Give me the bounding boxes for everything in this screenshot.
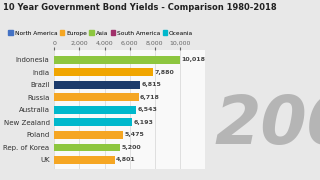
Text: 5,475: 5,475: [124, 132, 144, 137]
Text: 7,880: 7,880: [155, 70, 174, 75]
Text: 6,543: 6,543: [138, 107, 158, 112]
Text: 10 Year Government Bond Yields - Comparison 1980-2018: 10 Year Government Bond Yields - Compari…: [3, 3, 277, 12]
Bar: [54, 93, 139, 101]
Legend: North America, Europe, Asia, South America, Oceania: North America, Europe, Asia, South Ameri…: [6, 28, 196, 38]
Bar: [54, 156, 115, 164]
Bar: [54, 143, 120, 151]
Text: 6,718: 6,718: [140, 95, 160, 100]
Text: 6,815: 6,815: [141, 82, 161, 87]
Text: 2007: 2007: [214, 92, 320, 158]
Text: 6,193: 6,193: [133, 120, 153, 125]
Bar: [54, 118, 132, 126]
Bar: [54, 68, 153, 76]
Text: 5,200: 5,200: [121, 145, 141, 150]
Bar: [54, 131, 123, 139]
Bar: [54, 106, 136, 114]
Text: 10,018: 10,018: [181, 57, 205, 62]
Bar: [54, 81, 140, 89]
Bar: [54, 56, 180, 64]
Text: 4,801: 4,801: [116, 158, 136, 162]
